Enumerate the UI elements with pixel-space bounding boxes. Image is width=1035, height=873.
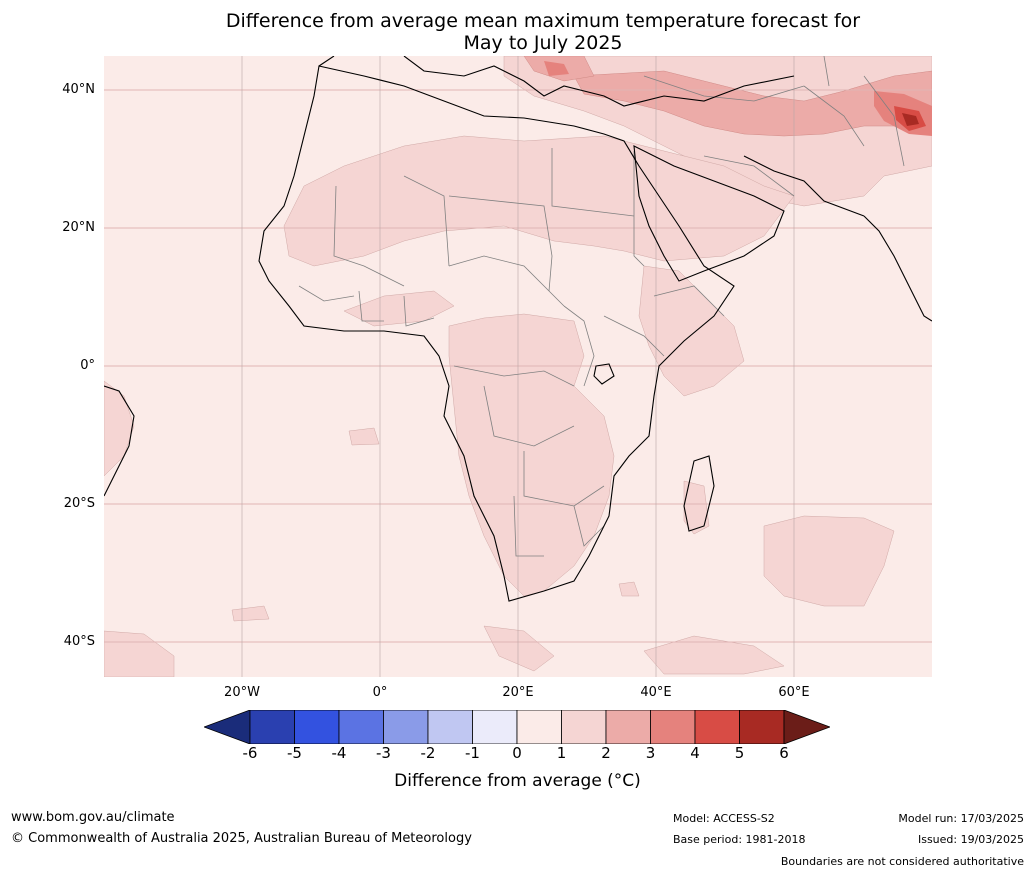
north-africa-region	[283, 135, 795, 267]
title-line-1: Difference from average mean maximum tem…	[225, 10, 861, 32]
lat-label-0: 0°	[80, 358, 95, 373]
colorbar-tick-label: -6	[242, 744, 258, 762]
europe-coastline	[318, 56, 795, 107]
lat-label-20s: 20°S	[63, 496, 95, 511]
lat-label-20n: 20°N	[62, 220, 95, 235]
lon-label-20e: 20°E	[502, 685, 534, 700]
lat-label-40n: 40°N	[62, 82, 95, 97]
colorbar-arrow-low	[202, 709, 251, 745]
madagascar-region	[683, 480, 710, 535]
colorbar-bin	[605, 709, 651, 745]
website-text: www.bom.gov.au/climate	[11, 810, 175, 825]
colorbar-bin	[739, 709, 785, 745]
title-line-2: May to July 2025	[463, 32, 623, 54]
colorbar-tick-label: 6	[779, 744, 789, 762]
colorbar-bin	[338, 709, 384, 745]
anomaly-1-2-regions	[104, 56, 932, 677]
madagascar-coastline	[683, 455, 715, 532]
colorbar-svg	[202, 709, 832, 745]
map-title: Difference from average mean maximum tem…	[0, 10, 1035, 54]
colorbar-bin	[294, 709, 340, 745]
colorbar-bin	[516, 709, 562, 745]
lake-victoria	[593, 363, 615, 385]
map-canvas	[104, 56, 932, 677]
coastlines	[104, 56, 932, 602]
colorbar-bin	[249, 709, 295, 745]
colorbar-bin	[427, 709, 473, 745]
colorbar-tick-label: 3	[645, 744, 656, 762]
southern-africa-region	[448, 313, 615, 597]
south-america-coastline	[104, 385, 135, 497]
colorbar-bin	[472, 709, 518, 745]
colorbar-ticks: -6 -5 -4 -3 -2 -1 0 1 2 3 4 5 6	[0, 744, 1035, 764]
southern-ocean-region-2	[483, 625, 555, 672]
lat-label-40s: 40°S	[63, 634, 95, 649]
longitude-gridlines	[241, 56, 795, 677]
model-text: Model: ACCESS-S2	[673, 812, 775, 825]
lon-label-60e: 60°E	[778, 685, 810, 700]
copyright-text: © Commonwealth of Australia 2025, Austra…	[11, 831, 472, 846]
colorbar-tick-label: 2	[601, 744, 611, 762]
africa-coastline	[258, 65, 735, 602]
colorbar-bin	[383, 709, 429, 745]
colorbar-bin	[561, 709, 607, 745]
southern-ocean-region-4	[231, 605, 270, 622]
west-africa-region	[343, 290, 455, 327]
colorbar-tick-label: 5	[734, 744, 745, 762]
india-coastline	[863, 215, 932, 322]
model-run-text: Model run: 17/03/2025	[898, 812, 1024, 825]
arabia-coastline	[633, 145, 785, 282]
colorbar-tick-label: 4	[690, 744, 700, 762]
colorbar-label: Difference from average (°C)	[394, 771, 641, 791]
colorbar	[202, 709, 832, 745]
colorbar-tick-label: 1	[556, 744, 567, 762]
forecast-map	[104, 56, 932, 677]
anomaly-5-6-region	[902, 113, 919, 126]
atlantic-small-region	[348, 427, 380, 446]
issued-text: Issued: 19/03/2025	[917, 833, 1024, 846]
colorbar-bin	[650, 709, 696, 745]
lon-label-0: 0°	[372, 685, 388, 700]
southern-ocean-region-3	[643, 635, 785, 675]
colorbar-tick-label: -3	[376, 744, 391, 762]
balkans-patch	[544, 61, 569, 76]
country-borders	[298, 56, 905, 557]
persian-gulf-coastline	[743, 155, 865, 217]
colorbar-tick-label: 0	[512, 744, 522, 762]
base-period-text: Base period: 1981-2018	[673, 833, 806, 846]
colorbar-tick-label: -1	[465, 744, 480, 762]
colorbar-tick-label: -2	[420, 744, 436, 762]
colorbar-tick-label: -4	[331, 744, 347, 762]
indian-ocean-small-region	[618, 581, 640, 597]
colorbar-arrow-high	[783, 709, 832, 745]
lon-label-40e: 40°E	[640, 685, 672, 700]
colorbar-tick-label: -5	[287, 744, 302, 762]
disclaimer-text: Boundaries are not considered authoritat…	[780, 855, 1024, 868]
colorbar-bin	[694, 709, 740, 745]
lon-label-20w: 20°W	[224, 685, 260, 700]
indian-ocean-region	[763, 515, 895, 607]
